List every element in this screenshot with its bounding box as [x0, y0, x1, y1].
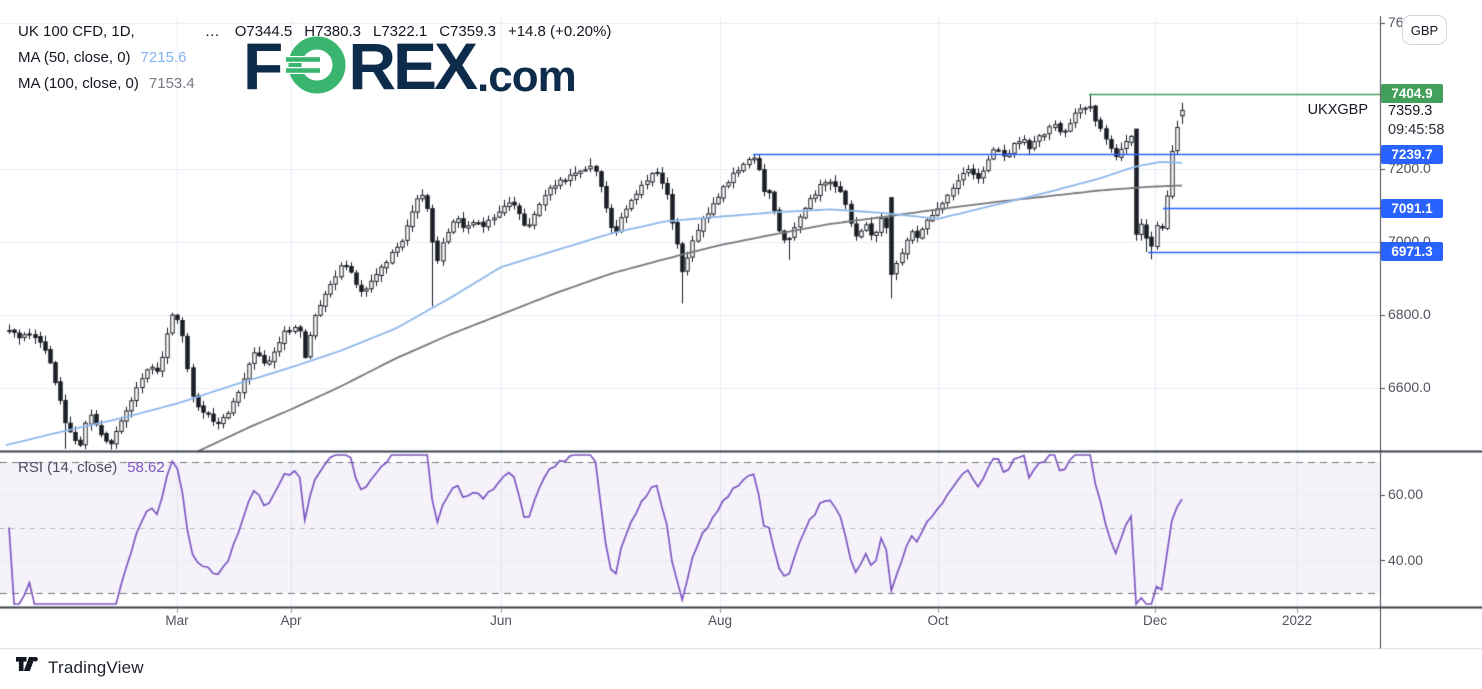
price-axis-label: 6600.0: [1388, 379, 1431, 395]
rsi-axis-label: 60.00: [1388, 486, 1424, 503]
ohlc-low: L7322.1: [372, 22, 428, 40]
level-price-label: 6971.3: [1381, 242, 1443, 262]
time-axis-label: Dec: [1142, 613, 1168, 628]
price-axis-label: 7200.0: [1388, 160, 1431, 176]
time-axis-label: Apr: [280, 613, 302, 628]
ma50-value: 7215.6: [140, 48, 187, 66]
legend-symbol-row[interactable]: UK 100 CFD, 1D, … O7344.5 H7380.3 L7322.…: [18, 18, 611, 44]
currency-label: GBP: [1410, 22, 1439, 38]
symbol-title[interactable]: UK 100 CFD, 1D,: [18, 22, 135, 40]
rsi-title: RSI (14, close): [18, 459, 118, 476]
last-price-label: 7359.3: [1388, 103, 1433, 119]
ohlc-open: O7344.5: [234, 22, 293, 40]
ohlc-close: C7359.3: [439, 22, 496, 40]
legend-ma50-row[interactable]: MA (50, close, 0) 7215.6: [18, 44, 611, 70]
symbol-ticker-label: UKXGBP: [1307, 102, 1368, 118]
level-price-label: 7091.1: [1381, 198, 1443, 218]
price-axis-label: 6800.0: [1388, 306, 1431, 322]
chart-legend: UK 100 CFD, 1D, … O7344.5 H7380.3 L7322.…: [18, 18, 611, 96]
tradingview-brand-text: TradingView: [48, 657, 144, 677]
time-axis-label: 2022: [1281, 613, 1313, 628]
time-axis-label: Aug: [707, 613, 733, 628]
ma50-label: MA (50, close, 0): [18, 48, 131, 66]
forex-o-euro-icon: [284, 34, 346, 100]
ohlc-high: H7380.3: [304, 22, 361, 40]
tradingview-attribution[interactable]: TradingView: [16, 657, 144, 678]
time-axis-label: Oct: [927, 613, 949, 628]
time-axis-label: Jun: [490, 613, 512, 628]
level-price-label: 7239.7: [1381, 144, 1443, 164]
rsi-legend[interactable]: RSI (14, close) 58.62: [18, 459, 165, 476]
time-axis-label: Mar: [165, 613, 189, 628]
watermark-letters-rex: REX: [348, 29, 478, 103]
ma100-label: MA (100, close, 0): [18, 74, 139, 92]
forex-com-watermark: F REX .com: [243, 29, 577, 103]
tradingview-logo-icon: [16, 657, 40, 678]
legend-ma100-row[interactable]: MA (100, close, 0) 7153.4: [18, 70, 611, 96]
rsi-value: 58.62: [127, 459, 165, 476]
ma100-value: 7153.4: [148, 74, 195, 92]
watermark-tld: .com: [477, 52, 577, 101]
ohlc-change: +14.8 (+0.20%): [507, 22, 612, 40]
resistance-price-label: 7404.9: [1381, 84, 1443, 104]
rsi-axis-label: 40.00: [1388, 551, 1424, 568]
countdown-time-label: 09:45:58: [1388, 122, 1445, 138]
watermark-letter-f: F: [243, 29, 283, 103]
currency-toggle-button[interactable]: GBP: [1402, 15, 1447, 45]
legend-ellipsis: …: [204, 22, 221, 40]
